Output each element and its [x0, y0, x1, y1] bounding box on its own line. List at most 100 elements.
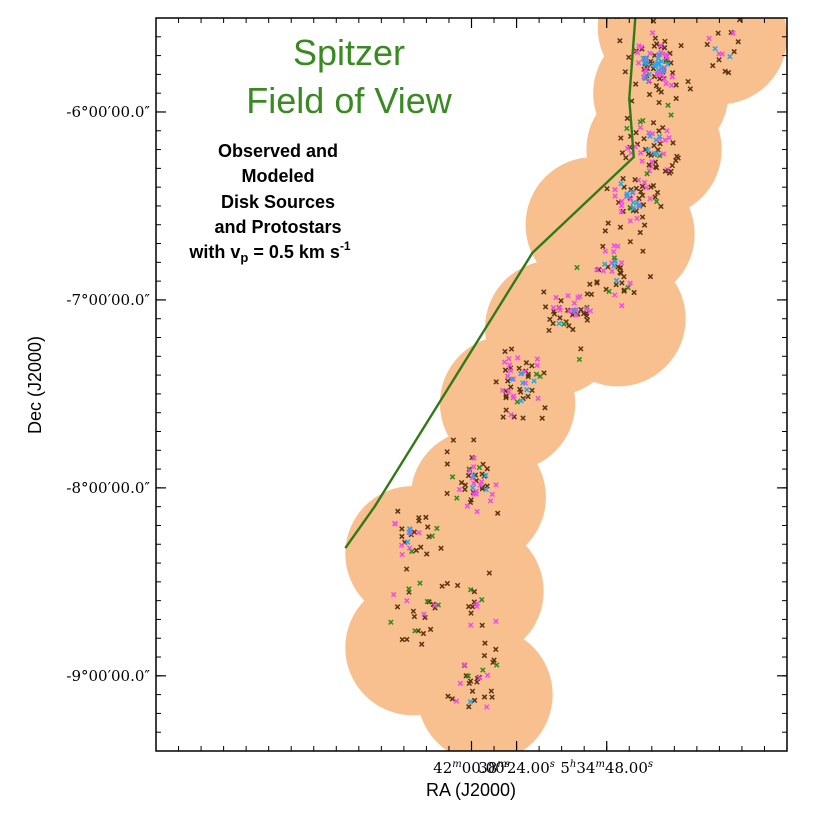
brown-source-3-13 [594, 280, 600, 286]
blue-source-2-6 [624, 191, 630, 197]
brown-source-5-19 [517, 389, 524, 395]
brown-source-8-0 [427, 626, 434, 633]
brown-source-10-9 [469, 604, 476, 610]
brown-source-0-5 [652, 35, 659, 41]
brown-source-7-3 [438, 545, 444, 551]
brown-source-11-2 [725, 69, 732, 76]
green-source-5-1 [537, 373, 543, 380]
brown-source-8-9 [404, 636, 410, 643]
brown-source-9-10 [481, 694, 488, 700]
brown-source-4-7 [541, 289, 547, 295]
blue-source-1-3 [653, 150, 660, 157]
brown-source-6-23 [458, 479, 465, 486]
magenta-source-2-12 [647, 195, 653, 202]
brown-source-5-8 [529, 387, 535, 394]
green-source-11-0 [719, 10, 723, 14]
brown-source-5-11 [539, 415, 545, 421]
green-source-3-3 [611, 255, 618, 261]
brown-source-1-11 [650, 119, 657, 126]
brown-source-11-8 [731, 48, 737, 55]
info-line4: and Protostars [214, 217, 341, 237]
magenta-source-3-3 [610, 248, 617, 255]
brown-source-5-14 [523, 360, 530, 366]
brown-source-10-2 [471, 588, 478, 595]
brown-source-1-25 [669, 162, 676, 169]
brown-source-2-5 [652, 194, 658, 200]
magenta-source-0-15 [634, 49, 641, 56]
brown-source-4-22 [542, 304, 549, 310]
blue-source-3-2 [612, 258, 619, 264]
brown-source-0-33 [656, 99, 662, 106]
magenta-source-5-11 [522, 368, 528, 375]
magenta-source-4-5 [583, 306, 590, 312]
brown-source-10-1 [493, 646, 499, 653]
magenta-source-4-9 [577, 293, 583, 300]
brown-source-10-4 [486, 570, 493, 576]
blue-source-9-0 [467, 699, 474, 705]
magenta-source-6-5 [487, 498, 494, 504]
brown-source-10-3 [468, 610, 474, 616]
brown-source-4-24 [588, 291, 595, 298]
brown-source-3-8 [621, 273, 627, 280]
info-line5: with vp = 0.5 km s-1 [188, 239, 351, 265]
y-tick-label-3: -9°00′00.0″ [66, 667, 150, 685]
brown-source-3-0 [613, 281, 619, 288]
brown-source-1-2 [657, 140, 663, 147]
magenta-source-4-13 [556, 304, 563, 311]
magenta-source-3-9 [619, 302, 625, 309]
blue-source-1-5 [645, 147, 651, 153]
green-source-8-5 [412, 628, 418, 634]
y-tick-label-0: -6°00′00.0″ [66, 103, 150, 121]
brown-source-7-15 [399, 533, 405, 540]
green-source-6-0 [454, 495, 460, 501]
brown-source-11-5 [722, 68, 728, 75]
brown-source-4-23 [584, 317, 591, 323]
brown-source-2-4 [623, 154, 629, 161]
brown-source-11-7 [735, 39, 741, 45]
brown-source-6-4 [470, 437, 477, 443]
green-source-8-0 [406, 586, 412, 592]
brown-source-5-23 [511, 414, 517, 420]
brown-source-2-20 [632, 176, 638, 183]
magenta-source-9-4 [457, 680, 464, 687]
magenta-source-5-4 [534, 362, 540, 369]
brown-source-9-15 [481, 652, 488, 659]
blue-source-0-11 [661, 67, 667, 74]
brown-source-0-34 [658, 89, 664, 95]
magenta-source-4-6 [550, 304, 557, 311]
green-source-7-1 [409, 548, 415, 555]
brown-source-4-11 [550, 320, 556, 327]
brown-source-2-26 [619, 150, 626, 156]
magenta-source-0-8 [635, 60, 642, 66]
brown-source-1-8 [648, 184, 654, 190]
brown-source-1-26 [653, 164, 659, 170]
brown-source-9-5 [466, 704, 472, 710]
blue-source-0-12 [646, 71, 652, 78]
x-tick-label-0: 42m00.00s [433, 759, 510, 777]
magenta-source-4-2 [553, 294, 559, 301]
info-line3: Disk Sources [221, 192, 335, 212]
brown-source-11-9 [715, 30, 721, 36]
magenta-source-6-7 [474, 508, 480, 515]
magenta-source-1-10 [660, 151, 667, 157]
brown-source-1-20 [624, 115, 631, 122]
brown-source-6-1 [494, 510, 501, 516]
brown-source-8-15 [422, 614, 428, 621]
magenta-source-6-15 [471, 455, 477, 461]
brown-source-1-10 [655, 147, 661, 153]
magenta-source-8-1 [404, 597, 410, 604]
blue-source-0-16 [664, 61, 671, 68]
magenta-source-0-24 [643, 67, 649, 73]
green-source-7-0 [434, 525, 440, 532]
brown-source-8-6 [418, 641, 425, 647]
magenta-source-1-14 [664, 127, 670, 134]
blue-source-2-1 [618, 181, 624, 187]
magenta-source-4-12 [571, 300, 578, 306]
magenta-source-3-10 [627, 280, 633, 286]
magenta-source-6-8 [467, 468, 473, 474]
brown-source-11-1 [710, 62, 716, 69]
brown-source-0-27 [646, 91, 653, 98]
magenta-source-6-3 [478, 479, 485, 485]
brown-source-3-19 [647, 273, 654, 280]
brown-source-2-19 [640, 202, 647, 208]
